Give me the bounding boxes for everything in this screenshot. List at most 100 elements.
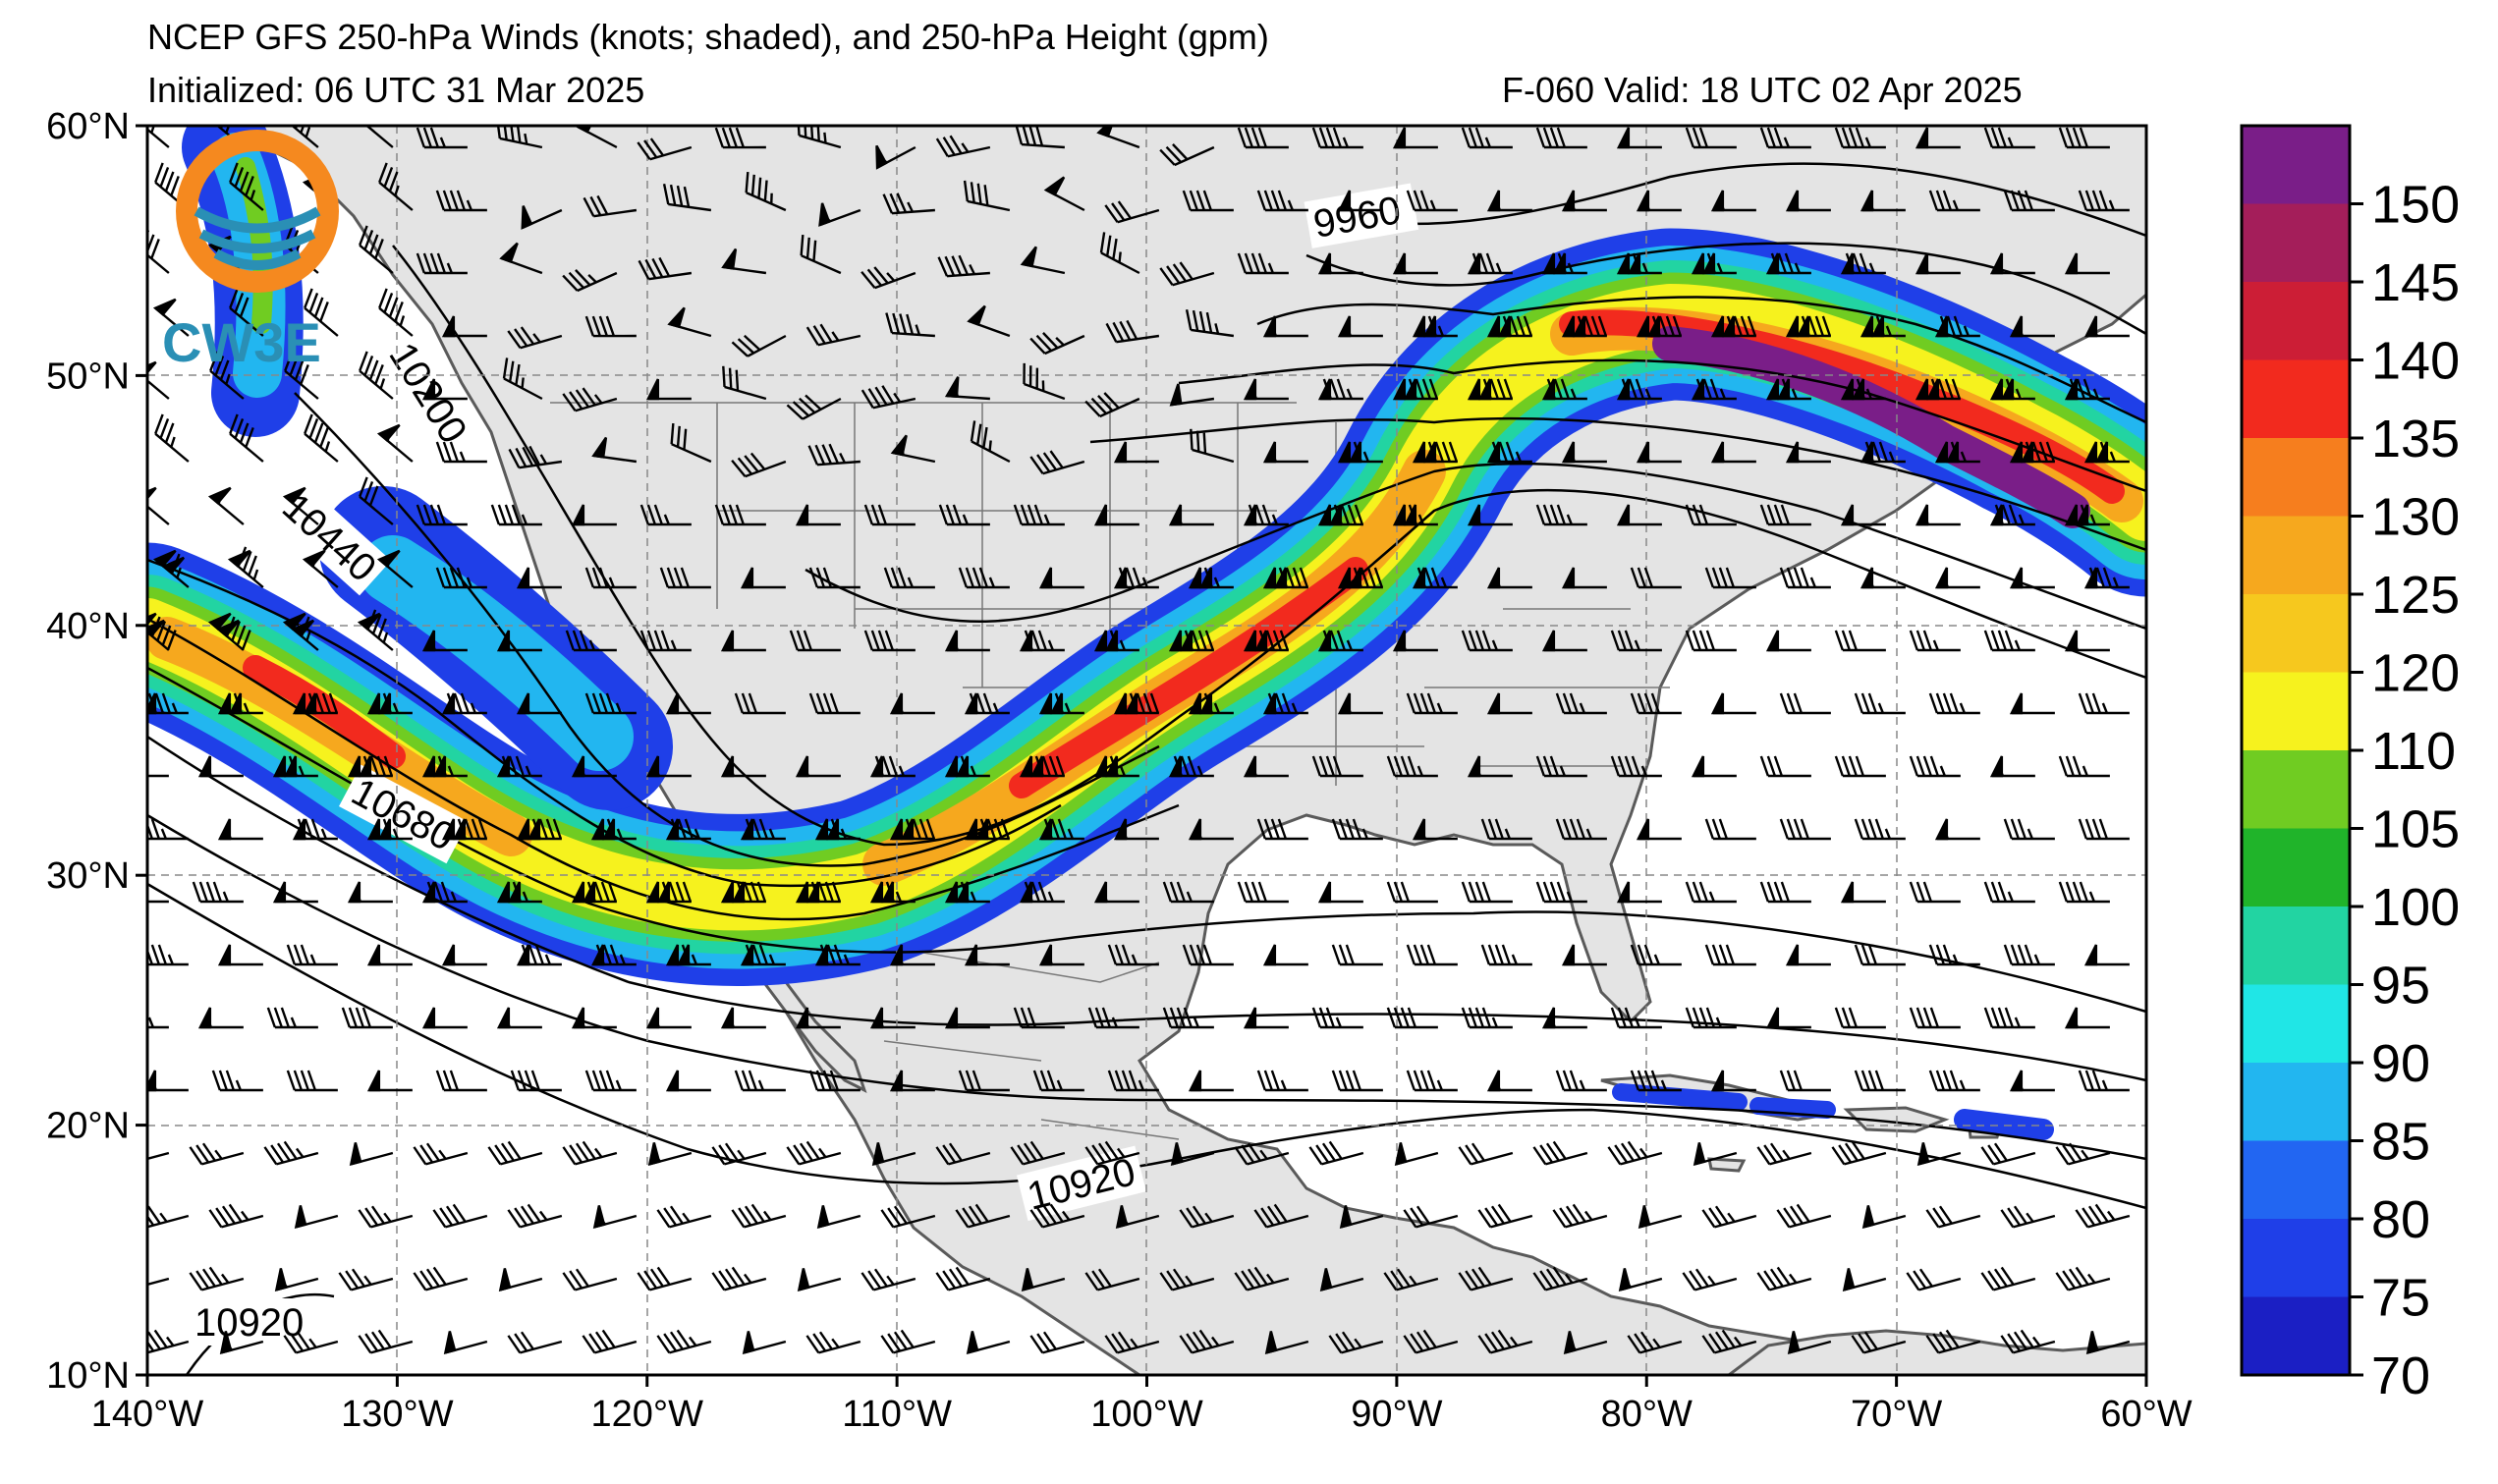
wind-barb	[1541, 252, 1587, 275]
wind-barb	[1989, 504, 2035, 526]
height-contour	[1305, 242, 2146, 336]
cw3e-logo: CW3E	[162, 130, 339, 373]
wind-barb	[1693, 1142, 1738, 1167]
colorbar-segment	[2242, 1063, 2350, 1141]
wind-barb	[592, 1205, 638, 1230]
wind-barb	[562, 1268, 618, 1292]
wind-barb	[1916, 1142, 1962, 1167]
wind-barb	[1934, 441, 1980, 464]
colorbar-label: 135	[2371, 410, 2460, 468]
wind-barb	[147, 1070, 189, 1092]
wind-barb	[1630, 567, 1682, 589]
wind-barb	[1406, 692, 1458, 715]
wind-barb	[1756, 1142, 1812, 1166]
wind-barb	[637, 137, 693, 161]
wind-barb	[1831, 1140, 1887, 1166]
caribbean-jet-streak-1	[1612, 1083, 1836, 1119]
wind-barb	[1392, 127, 1438, 149]
wind-barb	[1691, 252, 1737, 275]
wind-barb	[656, 1329, 712, 1354]
wind-barb	[338, 1268, 394, 1292]
height-contour	[1335, 162, 2146, 238]
wind-barb	[860, 385, 916, 410]
wind-barb	[1618, 1268, 1663, 1292]
wind-barb	[1787, 1331, 1832, 1355]
wind-barb	[1561, 567, 1607, 589]
wind-barb	[1854, 944, 1906, 966]
colorbar-label: 125	[2371, 566, 2460, 625]
wind-barb	[711, 1266, 767, 1292]
wind-barb	[1162, 881, 1214, 904]
wind-barb	[1779, 692, 1831, 715]
wind-barb	[1403, 1329, 1459, 1354]
wind-barb	[1983, 881, 2035, 904]
wind-barb	[1467, 252, 1513, 275]
wind-barb	[721, 247, 767, 275]
wind-barb	[1113, 567, 1159, 589]
wind-barb	[584, 315, 637, 338]
wind-barb	[1115, 1205, 1160, 1230]
wind-barb	[1627, 1331, 1683, 1354]
colorbar-label: 130	[2371, 488, 2460, 547]
wind-barb	[1168, 630, 1215, 652]
wind-barb	[1337, 441, 1383, 464]
wind-barb	[1861, 1205, 1907, 1230]
wind-barb	[366, 1070, 413, 1092]
wind-barb	[1860, 441, 1906, 464]
wind-barb	[1043, 176, 1085, 212]
wind-barb	[805, 323, 861, 347]
wind-barb	[1319, 1268, 1364, 1292]
wind-barb	[147, 612, 177, 651]
lat-tick-label: 10°N	[46, 1355, 130, 1397]
wind-barb	[1563, 1331, 1608, 1355]
colorbar-segment	[2242, 828, 2350, 907]
wind-barb	[795, 755, 841, 778]
wind-barb	[734, 692, 786, 715]
wind-barb	[1486, 567, 1532, 589]
wind-barb	[1541, 378, 1587, 401]
wind-barb	[217, 818, 263, 841]
wind-barb	[731, 452, 787, 478]
wind-barb	[1854, 818, 1906, 841]
wind-barb	[863, 630, 916, 652]
colorbar-label: 75	[2371, 1269, 2430, 1328]
wind-barb	[1636, 190, 1682, 212]
wind-barb	[2075, 1203, 2131, 1229]
wind-barb	[1759, 881, 1811, 904]
wind-barb	[416, 504, 468, 526]
colorbar-label: 90	[2371, 1034, 2430, 1093]
wind-barb	[1980, 1266, 2036, 1292]
wind-barb	[2064, 378, 2110, 401]
wind-barb	[1019, 630, 1065, 652]
wind-barb	[1021, 1268, 1066, 1292]
wind-barb	[413, 1142, 469, 1166]
colorbar-label: 150	[2371, 176, 2460, 235]
wind-barb	[1168, 504, 1214, 526]
wind-barb	[1701, 1329, 1757, 1354]
lon-tick-label: 80°W	[1601, 1394, 1693, 1435]
wind-barb	[565, 630, 617, 652]
wind-barb	[1638, 1205, 1683, 1230]
wind-barb	[1704, 567, 1756, 589]
wind-barb	[1331, 818, 1383, 841]
wind-barb	[1535, 127, 1587, 149]
wind-barb	[1188, 818, 1234, 841]
wind-barb	[944, 755, 990, 778]
wind-barb	[1561, 441, 1607, 464]
wind-barb	[935, 1142, 991, 1166]
wind-barb	[656, 1205, 712, 1229]
height-contour	[1089, 417, 2146, 552]
wind-barb	[937, 254, 990, 278]
wind-barb	[1555, 818, 1607, 841]
wind-barb	[1915, 127, 1961, 149]
wind-barb	[740, 567, 786, 589]
wind-barb	[966, 1331, 1011, 1355]
wind-barb	[1685, 881, 1737, 904]
wind-barb	[571, 504, 617, 526]
wind-barb	[795, 881, 842, 904]
colorbar-segment	[2242, 1219, 2350, 1297]
lon-tick-label: 140°W	[91, 1394, 204, 1435]
wind-barb	[304, 413, 339, 463]
wind-barb	[786, 394, 842, 420]
wind-barb	[516, 567, 562, 589]
